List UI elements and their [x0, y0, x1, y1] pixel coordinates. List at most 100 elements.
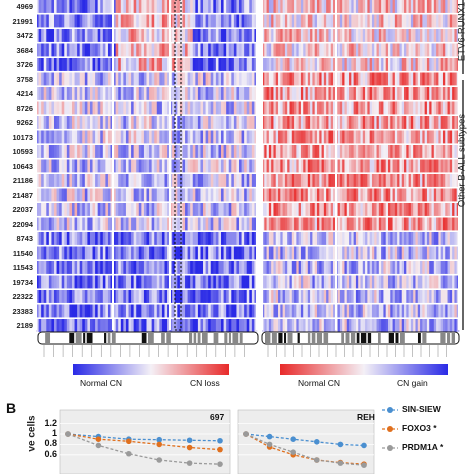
heatmap-cell	[268, 43, 272, 57]
heatmap-cell	[228, 29, 232, 42]
heatmap-cell	[344, 275, 348, 289]
heatmap-cell	[146, 217, 150, 231]
heatmap-cell	[82, 159, 86, 173]
heatmap-cell	[415, 290, 419, 303]
heatmap-cell	[77, 304, 81, 318]
heatmap-cell	[406, 58, 409, 71]
heatmap-cell	[300, 246, 304, 260]
heatmap-cell	[133, 188, 137, 202]
heatmap-cell	[123, 159, 127, 173]
heatmap-cell	[254, 304, 258, 318]
heatmap-cell	[358, 304, 361, 318]
heatmap-cell	[97, 174, 101, 187]
heatmap-cell	[442, 29, 446, 42]
heatmap-cell	[131, 145, 135, 158]
heatmap-cell	[262, 58, 265, 71]
heatmap-cell	[287, 43, 290, 57]
heatmap-cell	[376, 261, 380, 274]
heatmap-cell	[239, 29, 242, 42]
heatmap-cell	[333, 232, 336, 245]
heatmap-cell	[41, 217, 45, 231]
heatmap-cell	[177, 174, 181, 187]
heatmap-cell	[355, 188, 359, 202]
heatmap-cell	[321, 145, 325, 158]
heatmap-cell	[378, 14, 382, 28]
heatmap-cell	[442, 87, 446, 100]
heatmap-cell	[182, 29, 186, 42]
heatmap-cell	[378, 246, 382, 260]
heatmap-cell	[353, 246, 357, 260]
heatmap-cell	[298, 72, 302, 86]
heatmap-cell	[342, 203, 345, 216]
heatmap-cell	[300, 101, 304, 115]
heatmap-cell	[447, 14, 451, 28]
heatmap-cell	[333, 116, 336, 129]
heatmap-cell	[84, 261, 88, 274]
heatmap-cell	[105, 72, 109, 86]
heatmap-cell	[417, 319, 421, 332]
heatmap-cell	[362, 116, 366, 129]
heatmap-cell	[164, 232, 168, 245]
heatmap-cell	[203, 29, 206, 42]
heatmap-cell	[185, 304, 189, 318]
heatmap-cell	[282, 87, 286, 100]
heatmap-cell	[374, 72, 377, 86]
heatmap-cell	[100, 130, 104, 144]
heatmap-cell	[233, 304, 237, 318]
heatmap-cell	[38, 116, 42, 129]
heatmap-cell	[71, 319, 75, 332]
heatmap-cell	[349, 0, 352, 13]
heatmap-cell	[282, 246, 286, 260]
heatmap-cell	[143, 116, 147, 129]
heatmap-cell	[197, 58, 201, 71]
heatmap-cell	[123, 29, 127, 42]
heatmap-cell	[215, 304, 219, 318]
heatmap-cell	[159, 14, 163, 28]
series-point	[156, 441, 162, 448]
heatmap-cell	[367, 232, 371, 245]
heatmap-cell	[46, 275, 50, 289]
heatmap-cell	[221, 232, 224, 245]
heatmap-cell	[346, 87, 350, 100]
series-point	[95, 436, 102, 443]
heatmap-cell	[417, 101, 421, 115]
heatmap-cell	[228, 87, 232, 100]
heatmap-cell	[339, 290, 343, 303]
heatmap-cell	[213, 203, 217, 216]
heatmap-cell	[172, 275, 176, 289]
heatmap-cell	[287, 304, 290, 318]
heatmap-cell	[397, 101, 400, 115]
heatmap-cell	[278, 116, 281, 129]
series-point	[217, 461, 223, 467]
heatmap-cell	[369, 72, 373, 86]
heatmap-cell	[69, 159, 73, 173]
heatmap-cell	[452, 29, 455, 42]
heatmap-cell	[273, 29, 277, 42]
heatmap-cell	[231, 261, 235, 274]
heatmap-cell	[312, 275, 316, 289]
heatmap-cell	[280, 304, 284, 318]
heatmap-cell	[203, 319, 206, 332]
heatmap-cell	[89, 232, 93, 245]
heatmap-cell	[105, 188, 109, 202]
heatmap-cell	[77, 14, 81, 28]
heatmap-cell	[346, 174, 350, 187]
heatmap-cell	[185, 246, 189, 260]
heatmap-cell	[61, 275, 65, 289]
heatmap-cell	[251, 217, 255, 231]
heatmap-cell	[46, 0, 50, 13]
heatmap-cell	[273, 319, 277, 332]
heatmap-cell	[436, 130, 439, 144]
heatmap-cell	[303, 188, 306, 202]
heatmap-cell	[300, 304, 304, 318]
heatmap-cell	[251, 145, 255, 158]
heatmap-cell	[146, 261, 150, 274]
heatmap-cell	[102, 275, 106, 289]
heatmap-cell	[355, 116, 359, 129]
heatmap-cell	[159, 145, 163, 158]
heatmap-cell	[413, 145, 416, 158]
heatmap-cell	[312, 72, 316, 86]
heatmap-cell	[401, 116, 405, 129]
heatmap-cell	[200, 145, 204, 158]
heatmap-cell	[102, 188, 106, 202]
